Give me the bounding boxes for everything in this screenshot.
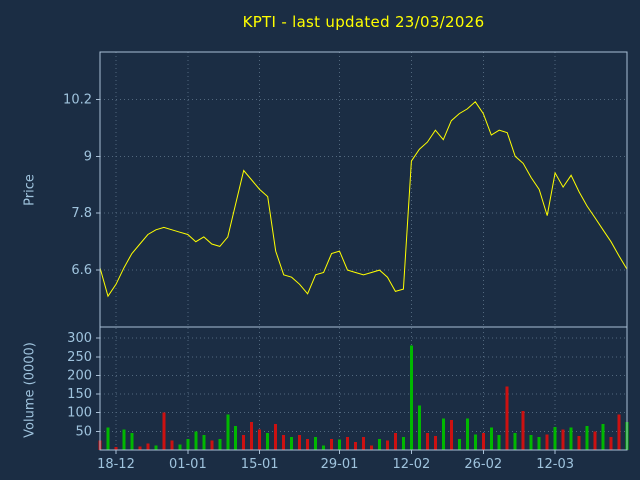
volume-tick-label: 250 bbox=[67, 350, 92, 365]
chart-title: KPTI - last updated 23/03/2026 bbox=[242, 13, 485, 31]
volume-bar bbox=[138, 446, 142, 450]
volume-bar bbox=[425, 433, 429, 450]
price-tick-label: 7.8 bbox=[71, 206, 92, 221]
volume-bar bbox=[210, 440, 214, 450]
volume-bar bbox=[617, 414, 621, 450]
volume-bar bbox=[250, 422, 254, 450]
volume-bar bbox=[370, 445, 373, 450]
volume-bar bbox=[306, 438, 310, 450]
volume-bar bbox=[258, 429, 262, 450]
volume-bar bbox=[290, 437, 294, 450]
volume-bar bbox=[186, 438, 190, 450]
volume-bar bbox=[393, 433, 397, 450]
volume-bar bbox=[545, 434, 549, 450]
volume-bar bbox=[218, 438, 222, 450]
volume-bar bbox=[457, 438, 461, 450]
date-tick-label: 01-01 bbox=[169, 457, 207, 472]
volume-bar bbox=[354, 441, 357, 450]
volume-bar bbox=[593, 431, 597, 450]
volume-bar bbox=[194, 431, 198, 450]
volume-bar bbox=[449, 420, 453, 450]
volume-bar bbox=[154, 445, 158, 450]
volume-bar bbox=[465, 418, 469, 450]
volume-bar bbox=[162, 412, 166, 450]
price-panel-border bbox=[99, 51, 628, 328]
volume-bar bbox=[401, 437, 405, 450]
volume-bar bbox=[441, 418, 445, 450]
volume-bar bbox=[473, 434, 477, 450]
volume-bar bbox=[178, 444, 182, 450]
volume-bar bbox=[489, 427, 493, 450]
volume-bar bbox=[314, 437, 318, 450]
volume-panel-border bbox=[99, 326, 628, 451]
volume-bar bbox=[409, 345, 413, 450]
volume-bar bbox=[170, 440, 174, 450]
volume-bar bbox=[346, 437, 349, 450]
volume-bar bbox=[362, 437, 365, 450]
volume-bar bbox=[242, 435, 246, 450]
volume-bar bbox=[561, 429, 565, 450]
volume-tick-label: 200 bbox=[67, 368, 92, 383]
volume-bar bbox=[122, 429, 126, 450]
volume-bar bbox=[298, 435, 302, 450]
price-tick-label: 10.2 bbox=[63, 92, 92, 107]
price-line bbox=[99, 101, 628, 298]
volume-bar bbox=[378, 438, 381, 450]
volume-bar bbox=[609, 437, 613, 450]
volume-bar bbox=[130, 433, 134, 450]
volume-bar bbox=[274, 423, 278, 450]
volume-bar bbox=[433, 435, 437, 450]
volume-bar bbox=[553, 426, 557, 450]
date-tick-label: 26-02 bbox=[464, 457, 502, 472]
date-tick-label: 12-03 bbox=[536, 457, 574, 472]
volume-tick-label: 50 bbox=[75, 424, 92, 439]
volume-tick-label: 300 bbox=[67, 331, 92, 346]
volume-tick-label: 100 bbox=[67, 406, 92, 421]
volume-bar bbox=[114, 447, 118, 450]
date-tick-label: 12-02 bbox=[393, 457, 431, 472]
volume-bar bbox=[226, 414, 230, 450]
volume-bar bbox=[146, 443, 150, 450]
volume-bar bbox=[234, 425, 238, 450]
volume-tick-label: 150 bbox=[67, 387, 92, 402]
volume-bar bbox=[601, 423, 605, 450]
volume-bar bbox=[417, 405, 421, 450]
volume-bar bbox=[513, 433, 517, 450]
volume-bar bbox=[202, 435, 206, 450]
volume-bar bbox=[537, 437, 541, 450]
volume-bar bbox=[330, 438, 334, 450]
volume-bar bbox=[282, 435, 286, 450]
volume-bar bbox=[577, 435, 581, 450]
volume-bar bbox=[338, 439, 341, 450]
volume-bar bbox=[569, 427, 573, 450]
date-tick-label: 29-01 bbox=[321, 457, 359, 472]
volume-bar bbox=[521, 410, 525, 450]
volume-bar bbox=[266, 433, 270, 450]
volume-bar bbox=[529, 435, 533, 450]
price-tick-label: 9 bbox=[84, 149, 92, 164]
volume-bar bbox=[505, 386, 509, 450]
volume-bar bbox=[386, 440, 389, 450]
price-tick-label: 6.6 bbox=[71, 263, 92, 278]
volume-bar bbox=[585, 425, 589, 450]
date-tick-label: 18-12 bbox=[97, 457, 135, 472]
volume-bar bbox=[322, 445, 326, 450]
volume-bar bbox=[497, 435, 501, 450]
volume-bar bbox=[481, 433, 485, 450]
date-tick-label: 15-01 bbox=[241, 457, 279, 472]
volume-bar bbox=[106, 427, 110, 450]
